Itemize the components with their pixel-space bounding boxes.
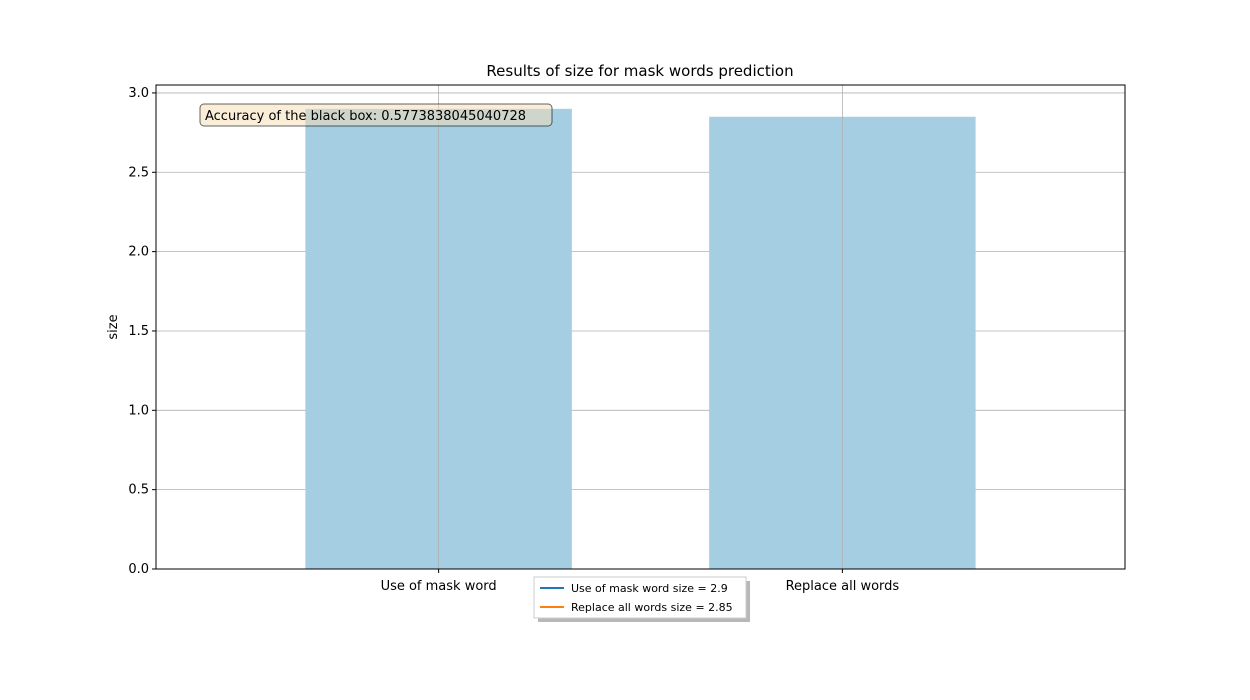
y-tick-label: 0.5 — [128, 483, 149, 498]
y-axis-label: size — [106, 314, 121, 339]
y-tick-label: 2.0 — [128, 245, 149, 260]
vertical-gridlines — [438, 85, 843, 569]
plot-frame — [155, 84, 1126, 570]
legend-entry-mask-word: Use of mask word size = 2.9 — [571, 582, 728, 595]
x-tick-label: Use of mask word — [381, 579, 497, 594]
chart-title: Results of size for mask words predictio… — [486, 62, 793, 80]
y-axis-ticks: 0.0 0.5 1.0 1.5 2.0 2.5 3.0 — [128, 86, 156, 577]
bars — [305, 108, 976, 569]
grid — [156, 92, 1125, 570]
y-tick-label: 1.5 — [128, 324, 149, 339]
y-tick-label: 1.0 — [128, 403, 149, 418]
y-tick-label: 2.5 — [128, 165, 149, 180]
y-tick-label: 0.0 — [128, 562, 149, 577]
annotation-text: Accuracy of the black box: 0.57738380450… — [205, 109, 526, 124]
y-tick-label: 3.0 — [128, 86, 149, 101]
legend: Use of mask word size = 2.9 Replace all … — [533, 576, 750, 622]
x-tick-label: Replace all words — [786, 579, 900, 594]
annotation-box: Accuracy of the black box: 0.57738380450… — [199, 103, 553, 127]
legend-entry-replace-all: Replace all words size = 2.85 — [571, 601, 733, 614]
x-axis-ticks: Use of mask word Replace all words — [381, 569, 900, 594]
